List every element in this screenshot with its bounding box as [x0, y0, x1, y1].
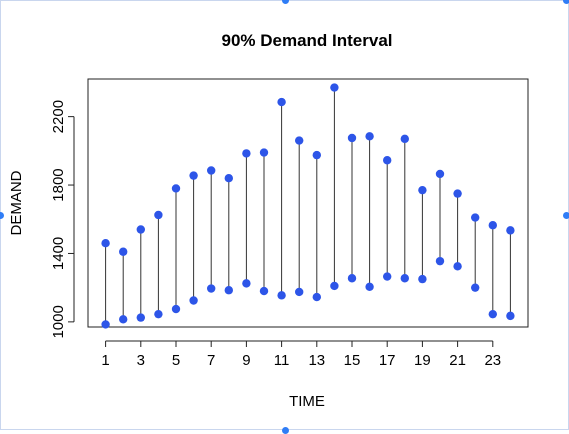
- lower-bound-point: [189, 296, 198, 305]
- lower-bound-point: [506, 311, 515, 321]
- x-tick-label: 5: [172, 352, 180, 369]
- lower-bound-point: [400, 274, 409, 283]
- lower-bound-point: [383, 272, 392, 281]
- upper-bound-point: [136, 225, 145, 234]
- lower-bound-point: [259, 286, 269, 296]
- x-tick-label: 1: [101, 352, 109, 369]
- lower-bound-point: [171, 304, 181, 314]
- lower-bound-point: [312, 292, 321, 302]
- plot-area: [87, 78, 529, 328]
- lower-bound-point: [435, 256, 445, 266]
- x-tick-label: 17: [379, 352, 396, 369]
- lower-bound-point: [471, 283, 480, 292]
- x-tick-label: 23: [484, 352, 501, 369]
- lower-bound-point: [154, 309, 163, 319]
- lower-bound-point: [242, 279, 251, 288]
- y-axis-label: DEMAND: [8, 170, 25, 235]
- x-tick-label: 11: [274, 352, 290, 369]
- upper-bound-point: [119, 247, 128, 256]
- resize-handle-left[interactable]: [0, 212, 4, 219]
- upper-bound-point: [101, 238, 110, 248]
- lower-bound-point: [330, 281, 339, 291]
- lower-bound-point: [101, 320, 110, 329]
- lower-bound-point: [207, 284, 216, 293]
- x-tick-label: 13: [308, 352, 325, 369]
- upper-bound-point: [330, 83, 339, 92]
- lower-bound-point: [453, 262, 462, 271]
- lower-bound-point: [418, 274, 427, 284]
- lower-bound-point: [224, 286, 233, 295]
- resize-handle-bottom[interactable]: [282, 427, 289, 434]
- upper-bound-point: [453, 189, 462, 198]
- upper-bound-point: [471, 213, 480, 222]
- interval-segments: [105, 87, 511, 325]
- chart-title: 90% Demand Interval: [221, 31, 392, 50]
- upper-bound-point: [189, 171, 198, 180]
- upper-bound-point: [312, 150, 321, 160]
- upper-bound-point: [154, 210, 163, 220]
- upper-bound-point: [400, 134, 409, 144]
- lower-bound-point: [295, 287, 304, 297]
- upper-bound-point: [295, 136, 304, 145]
- upper-bound-point: [259, 148, 269, 157]
- upper-bound-point: [365, 132, 374, 141]
- data-points: [101, 83, 515, 329]
- x-tick-label: 7: [207, 352, 215, 369]
- y-tick-label: 2200: [50, 100, 67, 133]
- x-tick-label: 3: [137, 352, 145, 369]
- y-tick-label: 1400: [50, 237, 67, 270]
- lower-bound-point: [365, 282, 374, 292]
- x-tick-label: 9: [242, 352, 250, 369]
- lower-bound-point: [119, 315, 128, 324]
- x-axis-label: TIME: [289, 393, 325, 410]
- resize-handle-top[interactable]: [282, 0, 289, 4]
- upper-bound-point: [506, 226, 515, 235]
- x-tick-label: 19: [414, 352, 431, 369]
- x-tick-label: 15: [344, 352, 361, 369]
- upper-bound-point: [277, 97, 286, 107]
- upper-bound-point: [383, 156, 392, 165]
- upper-bound-point: [207, 166, 216, 175]
- upper-bound-point: [242, 149, 251, 158]
- upper-bound-point: [435, 169, 445, 179]
- lower-bound-point: [277, 291, 286, 300]
- upper-bound-point: [418, 185, 427, 195]
- upper-bound-point: [224, 174, 233, 183]
- lower-bound-point: [347, 274, 357, 283]
- y-tick-label: 1800: [50, 168, 67, 201]
- upper-bound-point: [171, 184, 181, 193]
- upper-bound-point: [488, 221, 497, 230]
- x-tick-label: 21: [449, 352, 466, 369]
- upper-bound-point: [347, 133, 357, 143]
- lower-bound-point: [136, 313, 145, 322]
- y-tick-label: 1000: [50, 305, 67, 338]
- lower-bound-point: [488, 309, 497, 319]
- resize-handle-right[interactable]: [563, 212, 569, 219]
- resize-handle-top-right[interactable]: [563, 0, 569, 4]
